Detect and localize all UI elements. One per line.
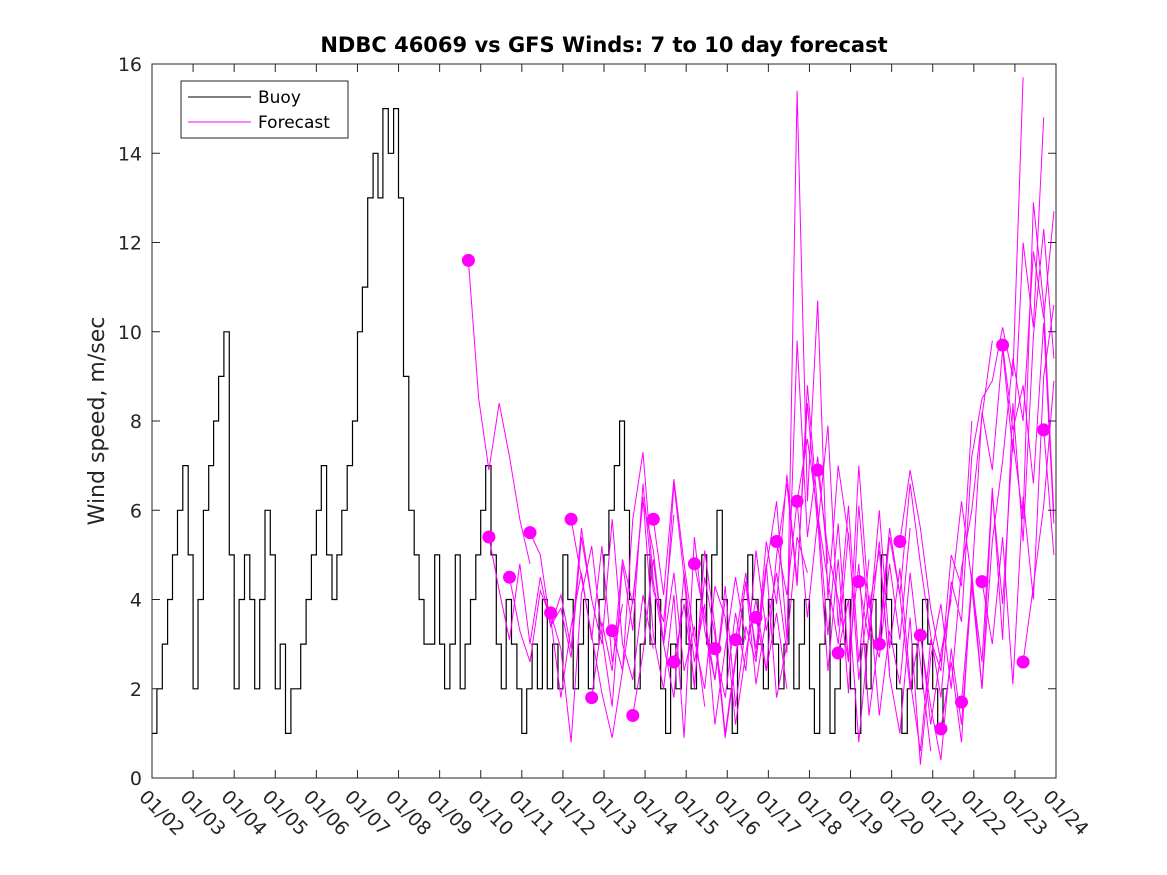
legend-forecast-label: Forecast bbox=[258, 113, 330, 133]
forecast-marker bbox=[934, 722, 948, 736]
forecast-marker bbox=[646, 512, 660, 526]
forecast-marker bbox=[605, 624, 619, 638]
forecast-marker bbox=[708, 642, 722, 656]
y-tick-label: 4 bbox=[130, 590, 142, 612]
forecast-marker bbox=[955, 695, 968, 709]
forecast-marker bbox=[893, 535, 907, 548]
legend-box bbox=[180, 80, 349, 139]
forecast-line bbox=[529, 519, 654, 680]
forecast-marker bbox=[913, 628, 927, 642]
forecast-line bbox=[673, 536, 808, 738]
forecast-markers bbox=[461, 253, 1051, 736]
forecast-marker bbox=[585, 691, 599, 705]
forecast-marker bbox=[461, 253, 475, 267]
buoy-series bbox=[152, 108, 949, 734]
forecast-line bbox=[467, 260, 531, 564]
forecast-line bbox=[1022, 380, 1055, 663]
forecast-marker bbox=[523, 526, 537, 540]
forecast-line bbox=[1043, 429, 1055, 555]
forecast-marker bbox=[729, 633, 742, 647]
forecast-marker bbox=[831, 646, 845, 660]
forecast-marker bbox=[790, 494, 804, 508]
forecast-marker bbox=[1037, 423, 1051, 437]
y-tick-label: 10 bbox=[118, 322, 142, 344]
forecast-line bbox=[837, 420, 973, 752]
forecast-marker bbox=[544, 606, 558, 620]
forecast-marker bbox=[852, 575, 866, 589]
forecast-marker bbox=[667, 655, 681, 669]
forecast-line bbox=[714, 90, 849, 698]
chart-title: NDBC 46069 vs GFS Winds: 7 to 10 day for… bbox=[320, 33, 887, 57]
forecast-line bbox=[1002, 322, 1055, 524]
y-tick-label: 16 bbox=[118, 54, 142, 76]
y-tick-label: 8 bbox=[130, 411, 142, 433]
forecast-marker bbox=[1016, 655, 1030, 669]
forecast-marker bbox=[811, 463, 825, 477]
y-tick-label: 6 bbox=[130, 500, 142, 522]
forecast-marker bbox=[872, 637, 886, 651]
forecast-marker bbox=[626, 709, 640, 722]
forecast-marker bbox=[749, 610, 763, 624]
forecast-line bbox=[981, 304, 1055, 685]
forecast-marker bbox=[482, 530, 496, 544]
y-tick-label: 0 bbox=[130, 768, 142, 790]
y-axis: 0 2 4 6 8 10 12 14 16 bbox=[118, 54, 1056, 790]
plot-area bbox=[151, 63, 1057, 779]
forecast-marker bbox=[503, 570, 516, 584]
forecast-marker bbox=[975, 575, 989, 589]
legend: Buoy Forecast bbox=[180, 80, 349, 139]
forecast-marker bbox=[564, 512, 578, 526]
buoy-line bbox=[152, 108, 949, 734]
forecast-marker bbox=[687, 557, 701, 571]
forecast-line bbox=[961, 229, 1055, 703]
forecast-line bbox=[858, 340, 993, 765]
forecast-line bbox=[509, 545, 623, 698]
forecast-marker bbox=[996, 338, 1010, 352]
plot-background bbox=[152, 64, 1056, 778]
forecast-line bbox=[550, 483, 675, 743]
forecast-line bbox=[940, 202, 1055, 743]
forecast-series bbox=[467, 77, 1055, 765]
legend-buoy-label: Buoy bbox=[258, 88, 301, 108]
y-axis-label: Wind speed, m/sec bbox=[85, 317, 110, 526]
y-tick-label: 2 bbox=[130, 679, 142, 701]
y-tick-label: 12 bbox=[118, 233, 142, 255]
forecast-marker bbox=[770, 535, 784, 548]
y-tick-label: 14 bbox=[118, 143, 142, 165]
forecast-line bbox=[652, 478, 788, 725]
